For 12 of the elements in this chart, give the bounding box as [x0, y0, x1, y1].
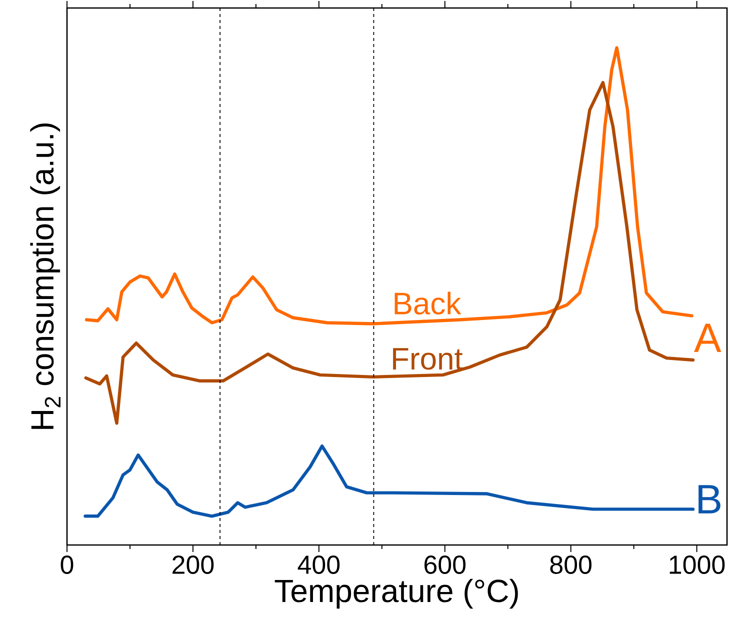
x-tick-label: 400	[298, 556, 340, 574]
x-tick-label: 200	[172, 556, 214, 574]
y-axis-title: H$_{2}$ consumption (a.u.)	[30, 124, 60, 429]
series-label: Front	[393, 348, 463, 370]
x-axis-title: Temperature (°C)	[274, 578, 518, 609]
x-tick-label: 0	[60, 556, 74, 574]
x-tick-label: 800	[550, 556, 592, 574]
x-tick-label: 600	[424, 556, 466, 574]
series-label: Back	[394, 292, 462, 315]
series-label: B	[698, 485, 720, 514]
annotation: A	[694, 324, 722, 352]
x-tick-label: 1000	[670, 556, 725, 574]
